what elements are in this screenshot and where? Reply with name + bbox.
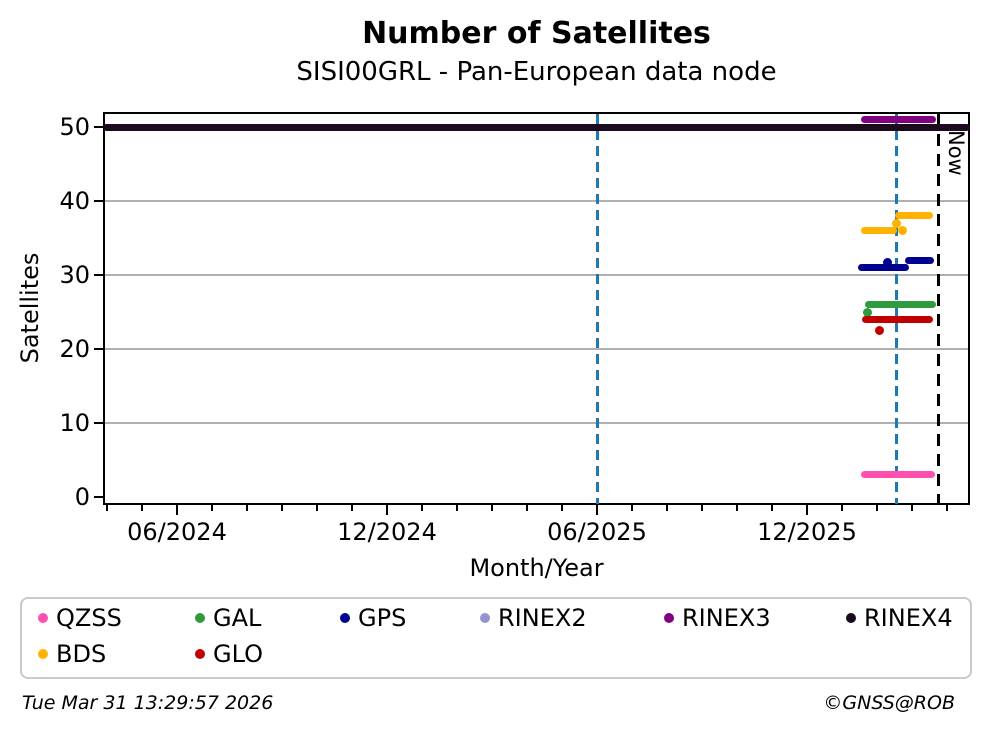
chart-subtitle: SISI00GRL - Pan-European data node — [296, 57, 777, 87]
y-tick-label: 30 — [59, 261, 90, 289]
series-line-rinex4 — [103, 123, 971, 131]
x-tick-minor — [106, 505, 108, 511]
legend-dot-icon-qzss — [38, 613, 48, 623]
plot-frame — [103, 112, 970, 505]
legend-dot-icon-bds — [38, 649, 48, 659]
legend-label-glo: GLO — [213, 640, 264, 668]
y-tick-label: 10 — [59, 409, 90, 437]
series-point-gal — [863, 307, 873, 317]
y-tick-label: 0 — [74, 483, 90, 511]
x-tick-major — [176, 505, 178, 515]
series-line-gal — [865, 301, 937, 309]
x-tick-major — [596, 505, 598, 515]
x-tick-minor — [526, 505, 528, 511]
y-tick — [94, 422, 103, 424]
y-tick — [94, 200, 103, 202]
legend-label-rinex2: RINEX2 — [498, 604, 587, 632]
x-tick-minor — [456, 505, 458, 511]
legend-label-bds: BDS — [56, 640, 107, 668]
x-tick-minor — [946, 505, 948, 511]
x-tick-minor — [141, 505, 143, 511]
series-line-bds — [894, 212, 933, 220]
series-line-qzss — [860, 471, 936, 479]
legend-dot-icon-rinex4 — [846, 613, 856, 623]
series-line-rinex3 — [860, 116, 937, 124]
x-tick-minor — [911, 505, 913, 511]
grid-line — [104, 422, 969, 424]
series-point-bds — [898, 226, 908, 236]
legend-label-rinex4: RINEX4 — [864, 604, 953, 632]
x-tick-minor — [421, 505, 423, 511]
legend-label-rinex3: RINEX3 — [682, 604, 771, 632]
x-tick-label: 06/2024 — [127, 518, 227, 546]
legend-dot-icon-gal — [195, 613, 205, 623]
chart-title: Number of Satellites — [362, 16, 711, 51]
x-tick-minor — [491, 505, 493, 511]
x-tick-minor — [701, 505, 703, 511]
plot-timestamp: Tue Mar 31 13:29:57 2026 — [22, 692, 274, 714]
legend-dot-icon-rinex3 — [664, 613, 674, 623]
series-point-glo — [874, 326, 884, 335]
legend — [20, 597, 972, 679]
legend-label-gal: GAL — [213, 604, 262, 632]
copyright-credit: ©GNSS@ROB — [823, 692, 955, 714]
series-line-gps — [905, 256, 935, 264]
grid-line — [104, 348, 969, 350]
y-tick-label: 20 — [59, 335, 90, 363]
now-vline — [937, 114, 941, 504]
x-tick-minor — [351, 505, 353, 511]
x-tick-minor — [631, 505, 633, 511]
x-tick-major — [806, 505, 808, 515]
legend-dot-icon-glo — [195, 649, 205, 659]
series-line-glo — [861, 315, 933, 323]
x-tick-major — [386, 505, 388, 515]
x-tick-minor — [771, 505, 773, 511]
series-line-bds — [860, 227, 897, 235]
grid-line — [104, 274, 969, 276]
y-tick — [94, 274, 103, 276]
y-tick — [94, 496, 103, 498]
x-tick-label: 12/2024 — [337, 518, 437, 546]
x-tick-minor — [316, 505, 318, 511]
x-tick-label: 06/2025 — [547, 518, 647, 546]
x-tick-label: 12/2025 — [757, 518, 857, 546]
x-tick-minor — [876, 505, 878, 511]
x-tick-minor — [841, 505, 843, 511]
event-vline — [595, 114, 599, 504]
legend-dot-icon-gps — [340, 613, 350, 623]
event-vline — [895, 114, 899, 504]
x-tick-minor — [736, 505, 738, 511]
series-point-bds — [892, 218, 902, 228]
legend-dot-icon-rinex2 — [480, 613, 490, 623]
series-point-gps — [883, 257, 893, 267]
y-tick-label: 50 — [59, 113, 90, 141]
y-tick — [94, 126, 103, 128]
y-axis-label: Satellites — [16, 252, 44, 364]
x-tick-minor — [666, 505, 668, 511]
x-tick-minor — [246, 505, 248, 511]
x-axis-label: Month/Year — [469, 554, 604, 582]
x-tick-minor — [211, 505, 213, 511]
y-tick-label: 40 — [59, 187, 90, 215]
legend-label-gps: GPS — [358, 604, 407, 632]
series-line-gps — [858, 264, 909, 272]
y-tick — [94, 348, 103, 350]
legend-label-qzss: QZSS — [56, 604, 122, 632]
x-tick-minor — [281, 505, 283, 511]
grid-line — [104, 200, 969, 202]
x-tick-minor — [561, 505, 563, 511]
now-annotation-label: Now — [944, 130, 968, 176]
